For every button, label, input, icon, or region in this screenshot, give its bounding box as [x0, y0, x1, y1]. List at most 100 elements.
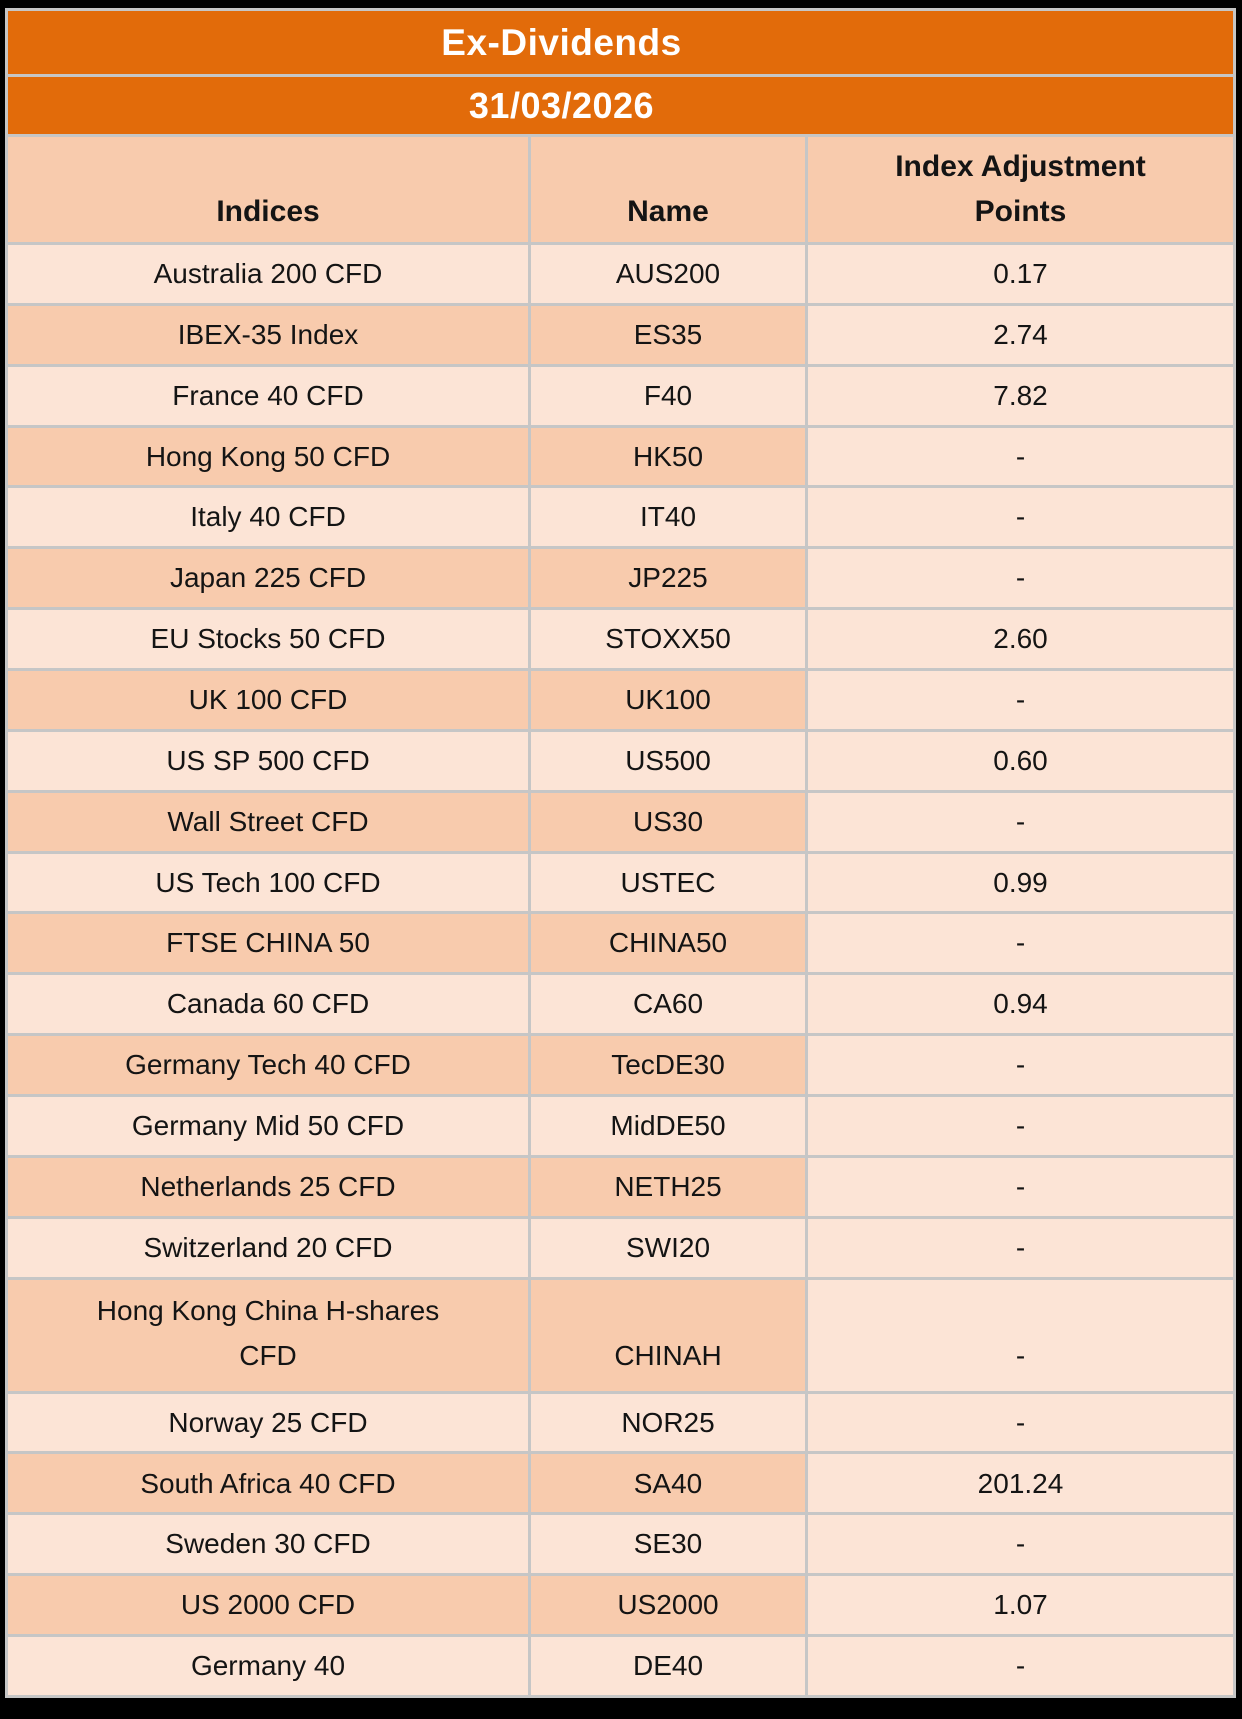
date-band: 31/03/2026	[5, 74, 1236, 137]
cell-points: -	[805, 1512, 1236, 1577]
cell-points: 0.99	[805, 850, 1236, 915]
cell-name: NETH25	[528, 1154, 808, 1219]
col-header-name: Name	[528, 134, 808, 245]
cell-indices: Canada 60 CFD	[5, 972, 531, 1037]
col-header-name-label: Name	[627, 195, 709, 228]
cell-indices-value: Sweden 30 CFD	[165, 1528, 371, 1560]
cell-name: NOR25	[528, 1390, 808, 1455]
cell-points-value: -	[1015, 684, 1026, 716]
cell-points-value: 0.60	[993, 744, 1048, 776]
col-header-points-label: Index Adjustment Points	[895, 150, 1146, 228]
cell-name-value: TecDE30	[611, 1049, 725, 1081]
table-row: Hong Kong 50 CFD HK50 -	[5, 424, 1236, 489]
cell-name: US30	[528, 789, 808, 854]
table-row: UK 100 CFD UK100 -	[5, 668, 1236, 732]
cell-indices-value: Australia 200 CFD	[153, 258, 383, 290]
cell-name-value: MidDE50	[610, 1110, 726, 1142]
cell-indices-value: Hong Kong China H-shares CFD	[96, 1295, 440, 1371]
cell-points: 201.24	[805, 1451, 1236, 1516]
cell-points: -	[805, 1033, 1236, 1098]
table-row: EU Stocks 50 CFD STOXX50 2.60	[5, 607, 1236, 672]
col-header-indices-label: Indices	[216, 195, 320, 228]
cell-indices-value: UK 100 CFD	[188, 684, 348, 716]
cell-indices-value: FTSE CHINA 50	[166, 927, 370, 959]
cell-name-value: IT40	[639, 501, 697, 533]
cell-indices: EU Stocks 50 CFD	[5, 607, 531, 672]
cell-points-value: -	[1015, 501, 1026, 533]
cell-indices-value: Netherlands 25 CFD	[140, 1170, 396, 1202]
cell-name-value: SWI20	[625, 1231, 711, 1263]
cell-points: 2.74	[805, 302, 1236, 367]
table-row: Germany Mid 50 CFD MidDE50 -	[5, 1094, 1236, 1158]
cell-indices-value: US 2000 CFD	[180, 1589, 356, 1621]
cell-points-value: -	[1015, 1406, 1026, 1438]
cell-points-value: 0.17	[993, 258, 1048, 290]
cell-points: 1.07	[805, 1573, 1236, 1638]
cell-points-value: -	[1015, 1528, 1026, 1560]
table-row: Hong Kong China H-shares CFD CHINAH -	[5, 1276, 1236, 1394]
cell-points: -	[805, 1215, 1236, 1280]
cell-name: CA60	[528, 972, 808, 1037]
cell-points: -	[805, 424, 1236, 489]
cell-points: -	[805, 789, 1236, 854]
cell-name-value: F40	[643, 379, 693, 411]
cell-indices: Hong Kong China H-shares CFD	[5, 1276, 531, 1394]
cell-points: -	[805, 1390, 1236, 1455]
cell-points-value: -	[1015, 805, 1026, 837]
cell-points: 0.94	[805, 972, 1236, 1037]
cell-indices: Sweden 30 CFD	[5, 1512, 531, 1577]
table-row: US SP 500 CFD US500 0.60	[5, 728, 1236, 793]
col-header-points: Index Adjustment Points	[805, 134, 1236, 245]
cell-indices: IBEX-35 Index	[5, 302, 531, 367]
cell-name-value: HK50	[632, 440, 704, 472]
ex-dividends-table: Ex-Dividends 31/03/2026 Indices Name Ind…	[5, 8, 1236, 1698]
cell-points-value: 2.74	[993, 318, 1048, 350]
cell-name-value: SA40	[633, 1467, 703, 1499]
cell-points-value: 0.94	[993, 988, 1048, 1020]
cell-points-value: -	[1015, 1110, 1026, 1142]
cell-indices: Germany 40	[5, 1634, 531, 1698]
cell-indices-value: Hong Kong 50 CFD	[145, 440, 391, 472]
cell-points: -	[805, 1094, 1236, 1158]
cell-name-value: AUS200	[615, 258, 721, 290]
cell-name-value: CHINA50	[608, 927, 728, 959]
table-row: US 2000 CFD US2000 1.07	[5, 1573, 1236, 1638]
cell-name-value: DE40	[632, 1650, 704, 1682]
cell-points-value: -	[1015, 1170, 1026, 1202]
cell-name: CHINA50	[528, 911, 808, 976]
cell-indices-value: Wall Street CFD	[167, 805, 369, 837]
cell-indices: Netherlands 25 CFD	[5, 1154, 531, 1219]
cell-name: AUS200	[528, 242, 808, 306]
cell-indices-value: EU Stocks 50 CFD	[150, 623, 386, 655]
cell-indices-value: Japan 225 CFD	[169, 562, 367, 594]
header-row: Indices Name Index Adjustment Points	[5, 134, 1236, 245]
title-band: Ex-Dividends	[5, 8, 1236, 77]
cell-indices: Australia 200 CFD	[5, 242, 531, 306]
cell-name-value: US500	[625, 744, 711, 776]
table-row: Canada 60 CFD CA60 0.94	[5, 972, 1236, 1037]
cell-points: 7.82	[805, 363, 1236, 428]
table-row: Japan 225 CFD JP225 -	[5, 546, 1236, 611]
cell-indices-value: US Tech 100 CFD	[155, 866, 381, 898]
cell-name: MidDE50	[528, 1094, 808, 1158]
cell-indices-value: US SP 500 CFD	[166, 744, 370, 776]
cell-points: 0.60	[805, 728, 1236, 793]
table-row: Germany 40 DE40 -	[5, 1634, 1236, 1698]
cell-points-value: 201.24	[977, 1467, 1064, 1499]
cell-points: -	[805, 911, 1236, 976]
cell-indices: Germany Mid 50 CFD	[5, 1094, 531, 1158]
cell-points-value: -	[1015, 1231, 1026, 1263]
table-row: Netherlands 25 CFD NETH25 -	[5, 1154, 1236, 1219]
cell-indices: Germany Tech 40 CFD	[5, 1033, 531, 1098]
cell-name-value: ES35	[633, 318, 703, 350]
cell-indices-value: South Africa 40 CFD	[140, 1467, 396, 1499]
cell-indices-value: France 40 CFD	[172, 379, 364, 411]
table-date: 31/03/2026	[5, 74, 1236, 137]
table-row: France 40 CFD F40 7.82	[5, 363, 1236, 428]
table-row: Wall Street CFD US30 -	[5, 789, 1236, 854]
cell-indices: US Tech 100 CFD	[5, 850, 531, 915]
cell-indices: Japan 225 CFD	[5, 546, 531, 611]
col-header-indices: Indices	[5, 134, 531, 245]
cell-name: TecDE30	[528, 1033, 808, 1098]
